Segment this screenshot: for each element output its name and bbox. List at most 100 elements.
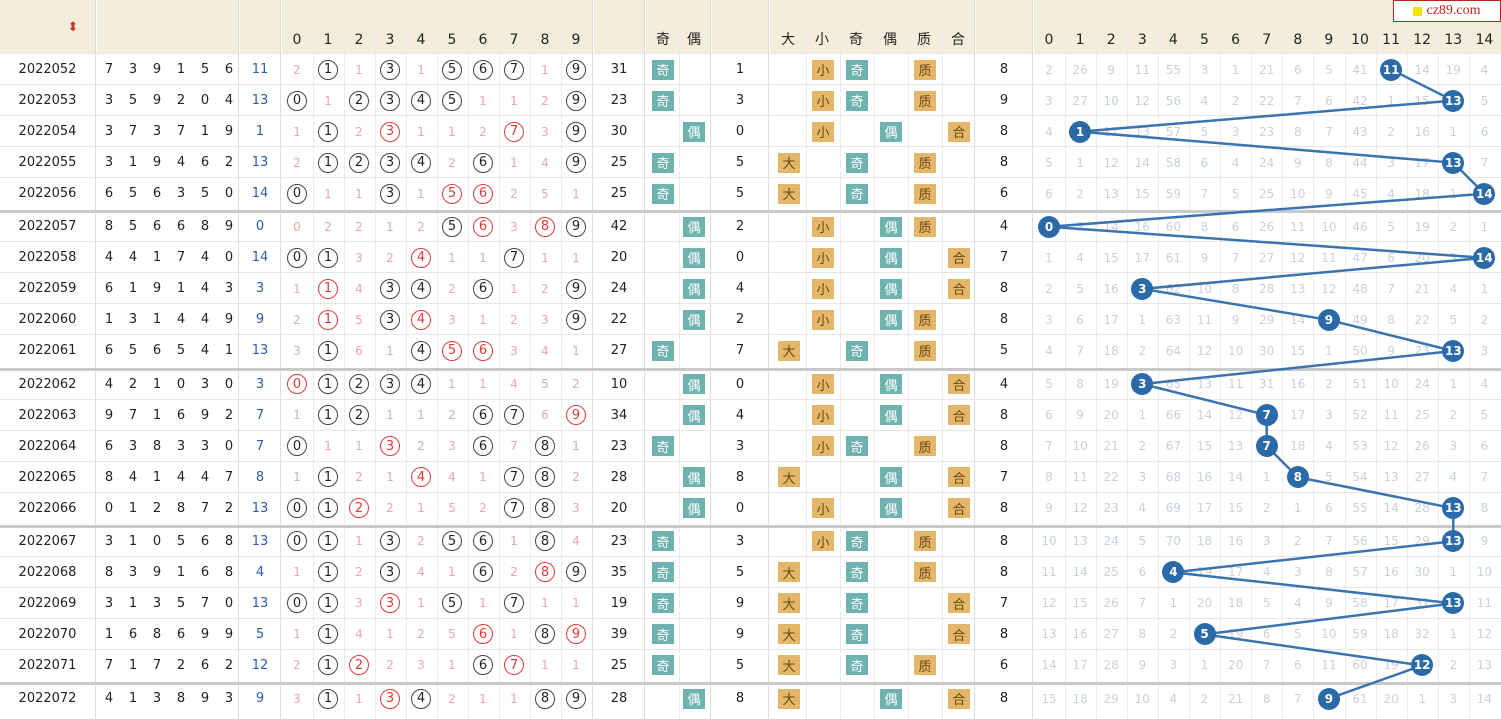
dist-divider (467, 28, 469, 719)
winning-number: 6 (176, 407, 186, 423)
logo-square-icon (1413, 6, 1423, 16)
tail-shape-tag-composite: 合 (948, 593, 970, 614)
dist-miss: 1 (293, 408, 301, 423)
dist-ball: 9 (566, 90, 586, 111)
dist-miss: 1 (510, 627, 518, 642)
trend-miss: 48 (1352, 281, 1368, 296)
trend-miss: 14 (1041, 658, 1057, 673)
winning-number: 5 (176, 533, 186, 549)
trend-col-header-7: 7 (1262, 32, 1272, 48)
trend-miss: 3 (1449, 250, 1458, 265)
winning-number: 3 (200, 438, 210, 454)
trend-miss: 6 (1293, 62, 1302, 77)
dist-col-header-8: 8 (540, 32, 550, 48)
trend-miss: 15 (1072, 596, 1088, 611)
group-separator (0, 367, 1501, 371)
dist-miss: 5 (541, 186, 549, 201)
tail-shape-tag-prime: 质 (914, 436, 936, 457)
trend-miss: 2 (1449, 219, 1458, 234)
tail-shape-tag-prime: 质 (914, 59, 936, 80)
dist-ball: 6 (473, 216, 493, 237)
tail-shape-tag-small: 小 (812, 59, 834, 80)
dist-miss: 6 (541, 408, 549, 423)
back-number: 7 (255, 407, 265, 423)
trend-miss: 55 (1165, 62, 1182, 77)
winning-number: 4 (176, 469, 186, 485)
trend-miss: 16 (1290, 377, 1306, 392)
winning-number: 6 (152, 219, 162, 235)
parity-odd-header: 奇 (656, 32, 670, 48)
dist-ball: 4 (411, 90, 431, 111)
trend-miss: 2 (1045, 281, 1053, 296)
trend-miss: 15 (1103, 250, 1119, 265)
dist-miss: 3 (448, 312, 456, 327)
dist-miss: 2 (293, 312, 301, 327)
winning-number: 8 (176, 500, 186, 516)
back-number: 13 (251, 93, 269, 109)
trend-miss: 1 (1293, 501, 1302, 516)
winning-number: 6 (152, 343, 162, 359)
winning-number: 1 (128, 155, 138, 171)
winning-number: 4 (104, 250, 114, 266)
dist-ball: 1 (318, 467, 338, 488)
trend-miss: 2 (1387, 124, 1395, 139)
site-logo[interactable]: cz89.com (1393, 0, 1501, 22)
trend-miss: 8 (1231, 281, 1240, 296)
tail-shape-tag-prime: 质 (914, 152, 936, 173)
period-cell: 2022063 (18, 407, 77, 423)
dist-ball: 4 (411, 152, 431, 173)
dist-miss: 2 (572, 470, 580, 485)
row-divider (0, 115, 1501, 117)
tail-shape-tag-composite: 合 (948, 498, 970, 519)
sum-parity-tag: 奇 (652, 90, 674, 111)
trend-ball: 4 (1162, 561, 1185, 584)
winning-number: 1 (128, 533, 138, 549)
dist-miss: 1 (386, 627, 394, 642)
sum-parity-miss (651, 242, 675, 273)
sum-parity-miss (651, 683, 675, 714)
trend-miss: 1 (1169, 596, 1178, 611)
trend-ball: 13 (1442, 89, 1465, 112)
trend-miss: 5 (1200, 124, 1209, 139)
trend-col-header-4: 4 (1168, 32, 1178, 48)
trend-col-header-12: 12 (1413, 32, 1432, 48)
trend-miss: 1 (1138, 312, 1147, 327)
dist-miss: 1 (510, 93, 518, 108)
trend-miss: 51 (1352, 377, 1368, 392)
tail-shape-tag-odd: 奇 (846, 152, 868, 173)
span-cell: 6 (999, 186, 1009, 202)
tail-shape-tag-composite: 合 (948, 624, 970, 645)
trend-miss: 62 (1165, 281, 1182, 296)
trend-miss: 29 (1259, 312, 1275, 327)
trend-miss: 41 (1352, 62, 1368, 77)
winning-number: 4 (224, 93, 234, 109)
dist-miss: 1 (417, 124, 425, 139)
dist-ball: 4 (411, 374, 431, 395)
tail-cell: 5 (735, 155, 745, 171)
dist-miss: 3 (541, 312, 549, 327)
column-divider (280, 0, 281, 719)
dist-ball: 7 (504, 467, 524, 488)
dist-ball: 6 (473, 562, 493, 583)
trend-miss: 46 (1352, 219, 1368, 234)
tail-cell: 5 (735, 186, 745, 202)
winning-number: 3 (224, 691, 234, 707)
winning-number: 1 (176, 281, 186, 297)
winning-number: 9 (152, 281, 162, 297)
tail-cell: 8 (735, 469, 745, 485)
winning-number: 0 (224, 186, 234, 202)
dist-ball: 7 (504, 121, 524, 142)
trend-miss: 10 (1383, 377, 1399, 392)
winning-number: 7 (104, 657, 114, 673)
period-cell: 2022066 (18, 500, 77, 516)
trend-miss: 22 (1414, 312, 1430, 327)
sum-cell: 23 (610, 93, 628, 109)
dist-ball: 1 (318, 152, 338, 173)
trend-miss: 5 (1138, 534, 1147, 549)
sort-up-down-icon[interactable]: ⬍ (67, 19, 79, 35)
sum-parity-tag: 奇 (652, 340, 674, 361)
period-cell: 2022065 (18, 469, 77, 485)
tail-shape-tag-small: 小 (812, 531, 834, 552)
tail-cell: 0 (735, 500, 745, 516)
trend-miss: 18 (1290, 439, 1306, 454)
